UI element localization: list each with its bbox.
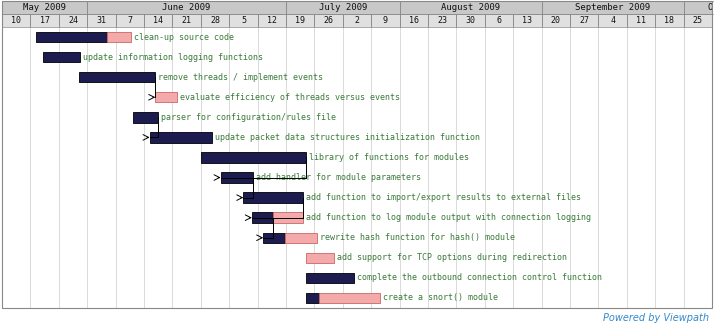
Bar (683, 1, 714, 14)
Bar (285, 233, 317, 243)
Bar (428, 14, 456, 27)
Text: 16: 16 (409, 16, 419, 25)
Text: Powered by Viewpath: Powered by Viewpath (603, 313, 709, 323)
Text: 11: 11 (636, 16, 646, 25)
Text: 20: 20 (550, 16, 560, 25)
Bar (400, 1, 542, 14)
Text: create a snort() module: create a snort() module (383, 294, 498, 302)
Text: 31: 31 (96, 16, 106, 25)
Text: remove threads / implement events: remove threads / implement events (159, 73, 323, 82)
Text: 6: 6 (496, 16, 501, 25)
Text: September 2009: September 2009 (575, 3, 650, 12)
Bar (36, 32, 107, 42)
Text: 24: 24 (68, 16, 78, 25)
Bar (87, 14, 116, 27)
Bar (683, 14, 712, 27)
Bar (116, 14, 144, 27)
Bar (144, 14, 172, 27)
Bar (79, 72, 156, 82)
Text: July 2009: July 2009 (318, 3, 367, 12)
Text: evaluate efficiency of threads versus events: evaluate efficiency of threads versus ev… (180, 93, 400, 102)
Bar (627, 14, 655, 27)
Text: October 2009: October 2009 (708, 3, 714, 12)
Text: 17: 17 (39, 16, 49, 25)
Bar (201, 14, 229, 27)
Bar (400, 14, 428, 27)
Text: 18: 18 (665, 16, 675, 25)
Text: June 2009: June 2009 (162, 3, 211, 12)
Bar (133, 112, 159, 123)
Text: 10: 10 (11, 16, 21, 25)
Text: 14: 14 (154, 16, 164, 25)
Bar (31, 14, 59, 27)
Text: 25: 25 (693, 16, 703, 25)
Text: update packet data structures initialization function: update packet data structures initializa… (215, 133, 480, 142)
Bar (314, 14, 343, 27)
Bar (570, 14, 598, 27)
Bar (286, 14, 314, 27)
Bar (201, 152, 306, 163)
Bar (598, 14, 627, 27)
Bar (229, 14, 258, 27)
Bar (542, 14, 570, 27)
Bar (243, 193, 303, 203)
Text: complete the outbound connection control function: complete the outbound connection control… (357, 274, 602, 282)
Bar (2, 27, 712, 308)
Text: 21: 21 (181, 16, 191, 25)
Text: 27: 27 (579, 16, 589, 25)
Bar (273, 213, 303, 223)
Bar (456, 14, 485, 27)
Bar (513, 14, 542, 27)
Text: 4: 4 (610, 16, 615, 25)
Text: 23: 23 (437, 16, 447, 25)
Bar (263, 233, 285, 243)
Bar (59, 14, 87, 27)
Text: 12: 12 (267, 16, 277, 25)
Text: update information logging functions: update information logging functions (83, 52, 263, 62)
Text: May 2009: May 2009 (23, 3, 66, 12)
Bar (258, 14, 286, 27)
Bar (542, 1, 683, 14)
Bar (655, 14, 683, 27)
Bar (2, 1, 87, 14)
Text: 30: 30 (466, 16, 476, 25)
Bar (150, 132, 212, 143)
Text: 19: 19 (295, 16, 305, 25)
Text: parser for configuration/rules file: parser for configuration/rules file (161, 113, 336, 122)
Bar (318, 293, 380, 303)
Bar (485, 14, 513, 27)
Bar (306, 293, 318, 303)
Bar (2, 14, 31, 27)
Bar (343, 14, 371, 27)
Bar (43, 52, 80, 62)
Text: August 2009: August 2009 (441, 3, 501, 12)
Bar (87, 1, 286, 14)
Text: add handler for module parameters: add handler for module parameters (256, 173, 421, 182)
Text: clean-up source code: clean-up source code (134, 32, 234, 42)
Text: 9: 9 (383, 16, 388, 25)
Text: 28: 28 (210, 16, 220, 25)
Bar (371, 14, 400, 27)
Bar (107, 32, 131, 42)
Text: 26: 26 (323, 16, 333, 25)
Text: library of functions for modules: library of functions for modules (309, 153, 469, 162)
Bar (172, 14, 201, 27)
Text: rewrite hash function for hash() module: rewrite hash function for hash() module (321, 233, 516, 242)
Text: 7: 7 (127, 16, 132, 25)
Bar (221, 172, 253, 183)
Bar (306, 253, 334, 263)
Bar (2, 1, 712, 14)
Bar (2, 14, 712, 27)
Text: 13: 13 (523, 16, 533, 25)
Bar (286, 1, 400, 14)
Text: add support for TCP options during redirection: add support for TCP options during redir… (337, 253, 568, 262)
Bar (156, 92, 176, 102)
Text: 2: 2 (354, 16, 360, 25)
Text: add function to log module output with connection logging: add function to log module output with c… (306, 213, 591, 222)
Text: 5: 5 (241, 16, 246, 25)
Text: add function to import/export results to external files: add function to import/export results to… (306, 193, 581, 202)
Bar (306, 273, 354, 283)
Bar (252, 213, 273, 223)
